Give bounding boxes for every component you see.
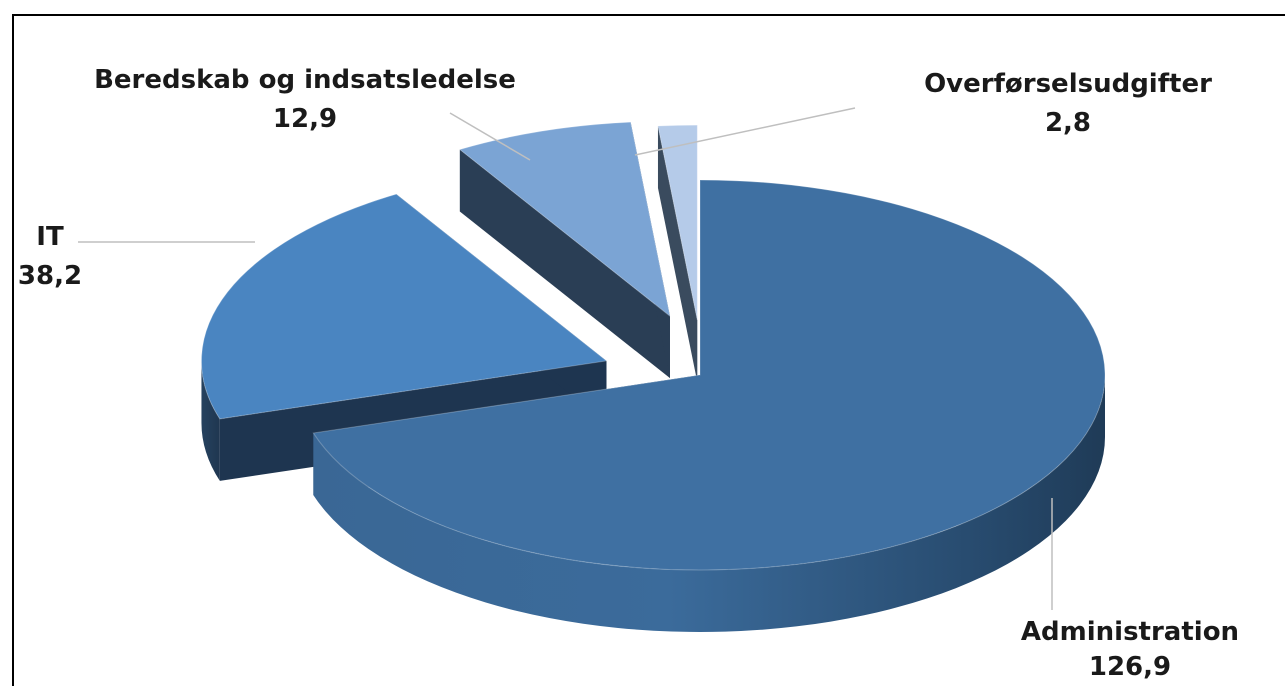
pie-slice-beredskab-og-indsatsledelse [458,121,671,379]
slice-side [201,360,220,481]
slice-value-label: 126,9 [1089,652,1171,682]
leader-lines [78,107,1053,610]
leader-line [634,107,856,156]
slice-value-label: 12,9 [273,104,337,134]
slice-value-label: 2,8 [1045,108,1091,138]
leader-line [449,112,531,161]
slices-layer [201,121,1106,633]
chart-frame [12,14,1285,686]
slice-top [458,121,671,318]
slice-top [201,193,608,420]
slice-label: IT [36,222,64,252]
data-labels: Administration 126,9 IT 38,2 Beredskab og in… [18,65,1239,682]
slice-cut-face [657,125,698,383]
slice-cut-face [459,149,670,379]
slice-top [657,124,698,321]
slice-label: Overførselsudgifter [924,69,1212,99]
slice-side [313,375,1106,633]
slice-label: Beredskab og indsatsledelse [94,65,516,95]
slice-value-label: 38,2 [18,261,82,291]
pie-slice-administration [312,179,1106,633]
slice-top [312,179,1106,571]
pie-slice-overf-rselsudgifter [657,124,698,383]
slice-label: Administration [1021,617,1239,647]
